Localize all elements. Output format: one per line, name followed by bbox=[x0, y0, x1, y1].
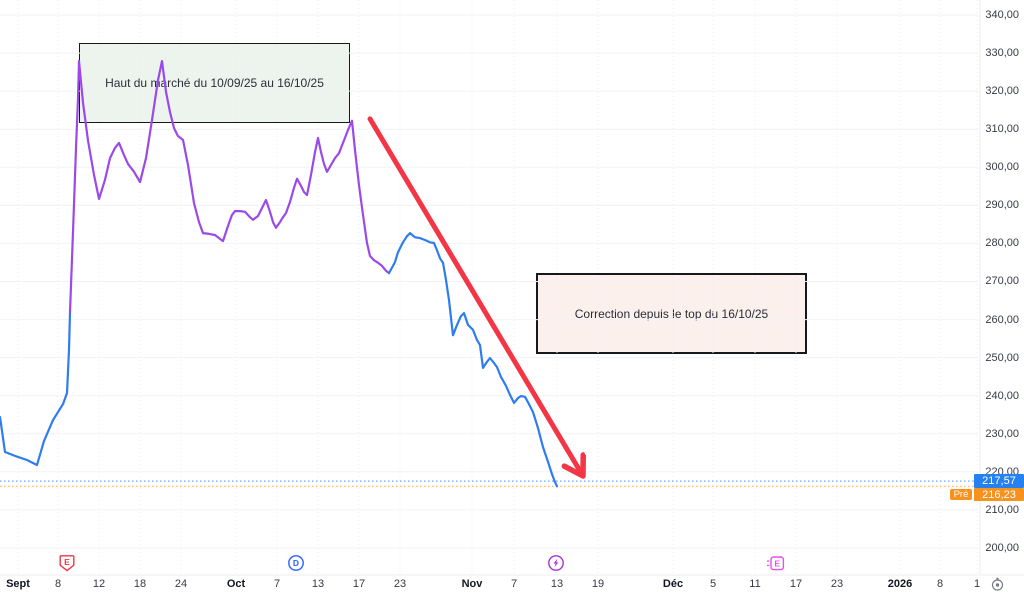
market-top-box-label: Haut du marché du 10/09/25 au 16/10/25 bbox=[105, 76, 324, 91]
date-tick-label: 18 bbox=[133, 578, 147, 590]
date-tick-label: 7 bbox=[273, 578, 281, 590]
date-tick-label: Déc bbox=[662, 578, 684, 590]
axis-settings-icon[interactable] bbox=[990, 577, 1005, 592]
market-top-box[interactable]: Haut du marché du 10/09/25 au 16/10/25 bbox=[79, 43, 350, 124]
svg-text:D: D bbox=[293, 558, 299, 568]
future-earnings-icon[interactable]: E bbox=[766, 554, 786, 573]
date-tick-label: 1 bbox=[973, 578, 981, 590]
date-tick-label: Oct bbox=[226, 578, 246, 590]
date-tick-label: 8 bbox=[936, 578, 944, 590]
price-tick-label: 200,00 bbox=[985, 541, 1019, 554]
date-tick-label: 13 bbox=[311, 578, 325, 590]
svg-text:E: E bbox=[774, 558, 780, 568]
date-tick-label: 11 bbox=[749, 578, 761, 590]
date-tick-label: 12 bbox=[92, 578, 106, 590]
price-tick-label: 320,00 bbox=[985, 85, 1019, 98]
price-tick-label: 260,00 bbox=[985, 313, 1019, 326]
price-tick-label: 280,00 bbox=[985, 237, 1019, 250]
correction-box[interactable]: Correction depuis le top du 16/10/25 bbox=[536, 273, 807, 355]
date-tick-label: 17 bbox=[352, 578, 366, 590]
date-tick-label: 8 bbox=[54, 578, 62, 590]
price-tick-label: 290,00 bbox=[985, 199, 1019, 212]
price-tick-label: 340,00 bbox=[985, 9, 1019, 21]
earnings-icon[interactable]: E bbox=[58, 554, 78, 573]
date-tick-label: 23 bbox=[393, 578, 407, 590]
date-tick-label: 7 bbox=[510, 578, 518, 590]
price-tick-label: 270,00 bbox=[985, 275, 1019, 288]
price-tick-label: 240,00 bbox=[985, 389, 1019, 402]
date-tick-label: 5 bbox=[709, 578, 717, 590]
date-tick-label: Sept bbox=[6, 578, 30, 590]
premarket-price-badge: 216,23 bbox=[974, 487, 1024, 502]
date-tick-label: 2026 bbox=[887, 578, 913, 590]
svg-text:E: E bbox=[64, 557, 70, 567]
date-tick-label: 17 bbox=[789, 578, 803, 590]
last-price-badge: 217,57 bbox=[974, 474, 1024, 488]
date-tick-label: 23 bbox=[830, 578, 844, 590]
lightning-icon[interactable] bbox=[547, 554, 567, 573]
date-tick-label: Nov bbox=[461, 578, 483, 590]
price-tick-label: 210,00 bbox=[985, 503, 1019, 516]
premarket-label-badge: Pré bbox=[950, 488, 972, 501]
date-tick-label: 19 bbox=[591, 578, 605, 590]
price-tick-label: 300,00 bbox=[985, 161, 1019, 174]
date-tick-label: 24 bbox=[174, 578, 188, 590]
correction-box-label: Correction depuis le top du 16/10/25 bbox=[574, 306, 769, 321]
date-tick-label: 13 bbox=[550, 578, 564, 590]
price-tick-label: 310,00 bbox=[985, 123, 1019, 136]
price-tick-label: 250,00 bbox=[985, 351, 1019, 364]
price-tick-label: 230,00 bbox=[985, 427, 1019, 440]
dividend-icon[interactable]: D bbox=[287, 554, 307, 573]
price-tick-label: 330,00 bbox=[985, 47, 1019, 60]
